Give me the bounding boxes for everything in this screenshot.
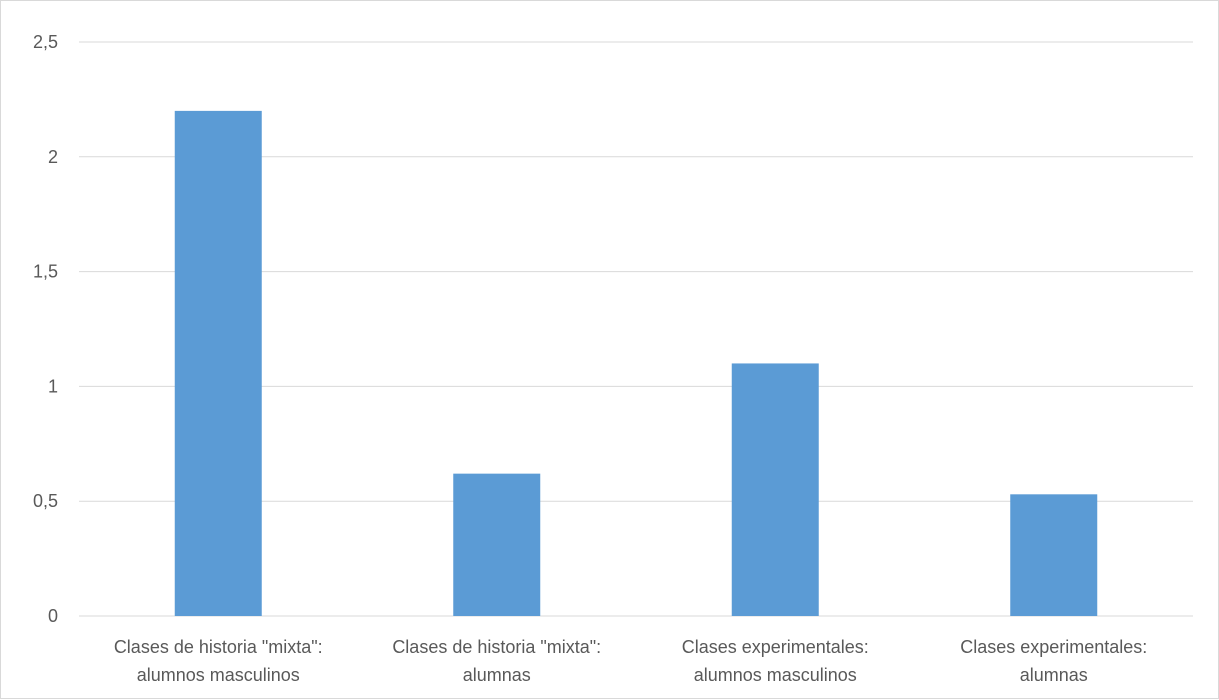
x-category-label-line: Clases de historia "mixta": <box>114 637 323 657</box>
y-tick-label: 0 <box>48 606 58 626</box>
bar <box>453 473 541 616</box>
y-tick-label: 1,5 <box>33 262 58 282</box>
x-axis-category-labels: Clases de historia "mixta": alumnos mascu… <box>114 637 1147 685</box>
y-tick-label: 1 <box>48 376 58 396</box>
x-category-label: Clases experimentales: alumnas <box>960 637 1147 685</box>
x-category-label-line: Clases experimentales: <box>682 637 869 657</box>
x-category-label-line: alumnos masculinos <box>137 665 300 685</box>
x-category-label-line: Clases de historia "mixta": <box>392 637 601 657</box>
bars <box>174 110 1098 616</box>
x-category-label-line: alumnas <box>1020 665 1088 685</box>
x-category-label: Clases de historia "mixta": alumnos mascu… <box>114 637 323 685</box>
y-tick-label: 0,5 <box>33 491 58 511</box>
bar <box>1010 494 1098 616</box>
bar <box>731 363 819 616</box>
y-axis-tick-labels: 0 0,5 1 1,5 2 2,5 <box>33 32 58 626</box>
y-tick-label: 2 <box>48 147 58 167</box>
x-category-label: Clases de historia "mixta": alumnas <box>392 637 601 685</box>
x-category-label-line: alumnos masculinos <box>694 665 857 685</box>
y-tick-label: 2,5 <box>33 32 58 52</box>
grid-lines <box>79 41 1193 617</box>
x-category-label: Clases experimentales: alumnos masculinos <box>682 637 869 685</box>
x-category-label-line: Clases experimentales: <box>960 637 1147 657</box>
x-category-label-line: alumnas <box>463 665 531 685</box>
bar <box>174 110 262 616</box>
